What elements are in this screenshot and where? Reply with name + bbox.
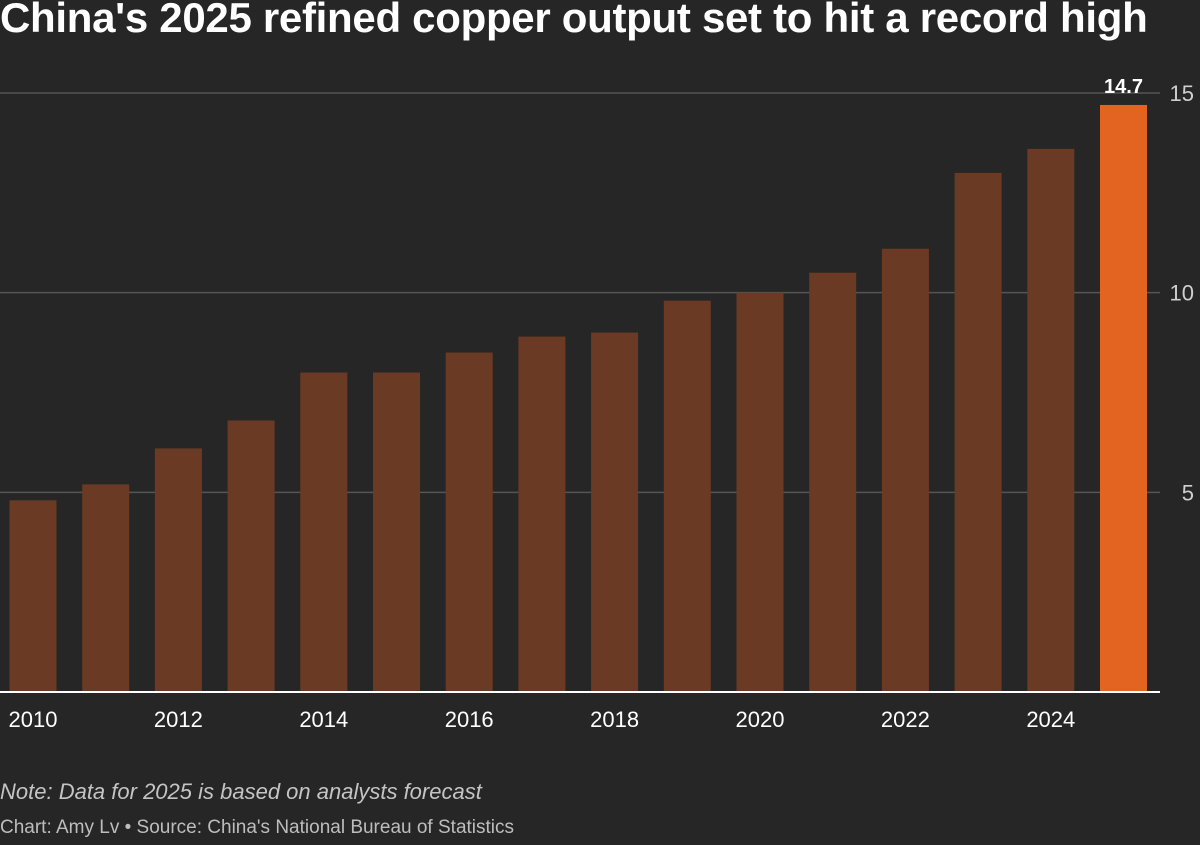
x-tick-label: 2012 [154, 707, 203, 732]
bar-2025 [1100, 104, 1147, 693]
x-tick-label: 2018 [590, 707, 639, 732]
chart-credit: Chart: Amy Lv • Source: China's National… [0, 817, 515, 838]
x-tick-label: 2022 [881, 707, 930, 732]
bar-2023 [954, 172, 1002, 692]
bar-2019 [663, 300, 711, 692]
bar-2022 [881, 248, 929, 693]
bars [9, 104, 1147, 693]
bar-2010 [9, 500, 57, 692]
x-tick-label: 2024 [1026, 707, 1075, 732]
data-labels: 14.7 [1104, 76, 1143, 98]
x-tick-label: 2010 [9, 707, 58, 732]
y-tick-label: 5 [1182, 480, 1194, 505]
y-tick-label: 15 [1170, 81, 1194, 106]
chart-note: Note: Data for 2025 is based on analysts… [0, 779, 482, 804]
bar-2012 [154, 448, 202, 692]
y-axis-ticks: 5 10 15 [1170, 81, 1194, 505]
x-axis-ticks: 2010 2012 2014 2016 2018 2020 2022 2024 [9, 707, 1076, 732]
bar-2021 [809, 272, 857, 692]
bar-2016 [445, 352, 493, 692]
y-tick-label: 10 [1170, 281, 1194, 306]
x-tick-label: 2016 [445, 707, 494, 732]
bar-2013 [227, 420, 275, 692]
bar-2015 [373, 372, 420, 692]
bar-2024 [1027, 148, 1075, 692]
bar-2018 [591, 332, 639, 692]
data-label-2025: 14.7 [1104, 76, 1143, 98]
chart-title: China's 2025 refined copper output set t… [0, 0, 1148, 41]
x-tick-label: 2014 [299, 707, 348, 732]
bar-2017 [518, 336, 566, 692]
bar-2014 [300, 372, 348, 692]
x-tick-label: 2020 [736, 707, 785, 732]
bar-2020 [736, 292, 784, 692]
bar-2011 [82, 484, 130, 692]
